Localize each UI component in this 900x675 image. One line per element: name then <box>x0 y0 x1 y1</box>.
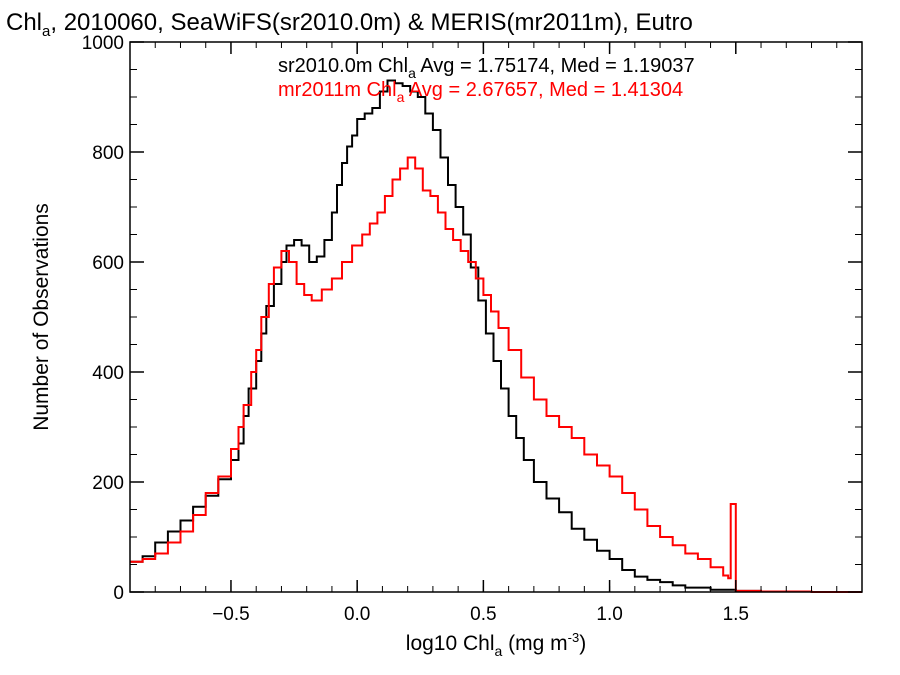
x-tick-label: 1.5 <box>723 604 749 625</box>
chart-title: Chla, 2010060, SeaWiFS(sr2010.0m) & MERI… <box>6 9 693 40</box>
x-tick-label: 0.0 <box>344 604 370 625</box>
y-tick-label: 1000 <box>82 33 124 54</box>
y-tick-label: 600 <box>92 253 124 274</box>
x-axis: −0.5 0.0 0.5 1.0 1.5 <box>129 42 863 625</box>
x-tick-label: 1.0 <box>596 604 622 625</box>
y-tick-label: 400 <box>92 363 124 384</box>
x-tick-label: 0.5 <box>470 604 496 625</box>
x-axis-title: log10 Chla (mg m-3) <box>406 630 586 659</box>
series-line-0 <box>130 79 862 593</box>
legend-entry-mr2011: mr2011m Chla Avg = 2.67657, Med = 1.4130… <box>278 79 683 105</box>
legend: sr2010.0m Chla Avg = 1.75174, Med = 1.19… <box>278 55 695 105</box>
y-tick-label: 200 <box>92 473 124 494</box>
x-tick-label: −0.5 <box>212 604 250 625</box>
legend-entry-sr2010: sr2010.0m Chla Avg = 1.75174, Med = 1.19… <box>278 55 695 81</box>
y-tick-label: 0 <box>113 583 124 604</box>
y-axis-title: Number of Observations <box>30 203 53 431</box>
y-tick-label: 800 <box>92 143 124 164</box>
y-axis: 0 200 400 600 800 1000 <box>82 33 862 604</box>
series-layer <box>130 79 862 593</box>
plot-frame <box>129 41 863 593</box>
series-line-1 <box>130 156 862 593</box>
